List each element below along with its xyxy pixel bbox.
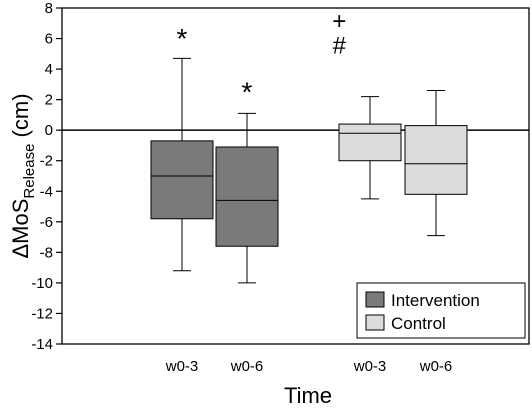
box-intervention-w0-6 (215, 112, 279, 284)
y-axis-title-main: ΔMoS (8, 199, 33, 259)
significance-marker: * (177, 23, 188, 54)
significance-marker: * (242, 76, 253, 107)
x-category-label: w0-6 (419, 358, 453, 375)
y-tick-label: 4 (45, 61, 53, 78)
y-tick-label: -2 (40, 153, 53, 170)
significance-marker: # (333, 33, 347, 60)
legend-box (356, 282, 526, 339)
y-tick-label: -4 (40, 183, 53, 200)
y-tick-label: 8 (45, 0, 53, 17)
box-iqr (404, 125, 468, 195)
box-iqr (338, 123, 402, 162)
x-axis-category-labels: w0-3 w0-6 w0-3 w0-6 (165, 358, 453, 375)
y-axis-title-text: ΔMoSRelease (cm) (8, 93, 38, 258)
x-category-label: w0-3 (165, 358, 199, 375)
y-tick-label: -8 (40, 244, 53, 261)
legend: Intervention Control (356, 282, 526, 339)
x-category-label: w0-3 (353, 358, 387, 375)
y-tick-label: -6 (40, 214, 53, 231)
y-axis-ticks: 8 6 4 2 0 -2 -4 -6 -8 -10 -12 -14 (31, 0, 62, 353)
box-iqr (150, 140, 214, 220)
y-tick-label: 2 (45, 92, 53, 109)
plot-frame (61, 7, 530, 345)
significance-annotations: * * +# (177, 8, 347, 107)
legend-entry-label: Intervention (391, 291, 480, 310)
box-iqr (215, 146, 279, 247)
y-axis-title-subscript: Release (21, 144, 38, 199)
y-tick-label: 6 (45, 31, 53, 48)
x-category-label: w0-6 (230, 358, 264, 375)
y-tick-label: -12 (31, 305, 53, 322)
y-tick-label: -10 (31, 275, 53, 292)
y-axis-title-unit: (cm) (8, 93, 33, 143)
x-axis-title: Time (284, 383, 332, 408)
box-series (150, 57, 468, 284)
significance-marker: + (332, 8, 346, 35)
legend-swatch (365, 314, 385, 331)
legend-swatch (365, 291, 385, 308)
y-tick-label: 0 (45, 122, 53, 139)
y-axis-title: ΔMoSRelease (cm) (8, 93, 38, 258)
box-intervention-w0-3 (150, 57, 214, 272)
legend-entry-label: Control (391, 314, 446, 333)
box-control-w0-6 (404, 89, 468, 237)
box-control-w0-3 (338, 96, 402, 200)
y-tick-label: -14 (31, 336, 53, 353)
